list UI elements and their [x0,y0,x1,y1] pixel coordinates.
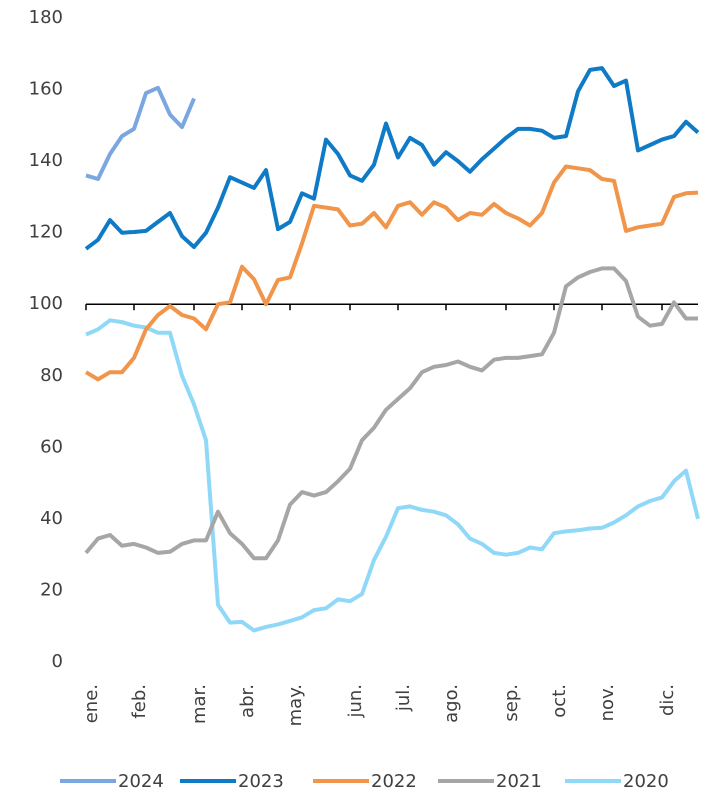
x-tick-label: nov. [597,684,618,721]
x-tick-label: abr. [237,684,258,718]
legend-label: 2020 [623,771,669,792]
y-tick-label: 60 [40,436,63,457]
y-tick-label: 140 [29,150,63,171]
x-tick-label: mar. [189,684,210,724]
legend-label: 2021 [496,771,542,792]
x-tick-label: feb. [129,684,150,719]
series-line [84,66,700,251]
x-tick-label: may. [285,684,306,726]
x-tick-label: ago. [441,684,462,723]
series-line [84,164,699,382]
y-tick-label: 160 [29,79,63,100]
y-tick-label: 40 [40,508,63,529]
legend-label: 2024 [118,771,164,792]
x-tick-label: sep. [501,684,522,722]
y-tick-label: 0 [52,651,63,672]
x-tick-label: jun. [345,684,366,719]
series-line [85,85,196,181]
y-tick-label: 100 [29,293,63,314]
y-tick-label: 180 [29,7,63,28]
x-tick-label: dic. [657,684,678,716]
y-tick-label: 120 [29,222,63,243]
x-tick-label: oct. [549,684,570,718]
legend-label: 2023 [238,771,284,792]
x-tick-label: jul. [393,684,414,712]
legend-label: 2022 [371,771,417,792]
series-line [85,318,700,633]
y-tick-label: 20 [40,579,63,600]
y-tick-label: 80 [40,365,63,386]
x-tick-label: ene. [81,684,102,723]
series-line [84,266,698,561]
